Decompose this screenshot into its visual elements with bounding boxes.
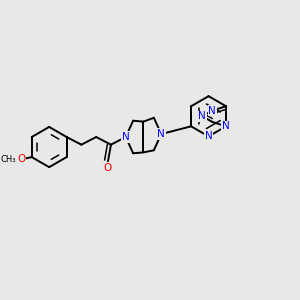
- Text: N: N: [158, 129, 165, 139]
- Text: N: N: [198, 111, 206, 121]
- Text: O: O: [17, 154, 25, 164]
- Text: CH₃: CH₃: [0, 155, 16, 164]
- Text: N: N: [122, 132, 130, 142]
- Text: N: N: [208, 106, 216, 116]
- Text: N: N: [205, 131, 212, 141]
- Text: N: N: [222, 121, 230, 131]
- Text: O: O: [104, 163, 112, 173]
